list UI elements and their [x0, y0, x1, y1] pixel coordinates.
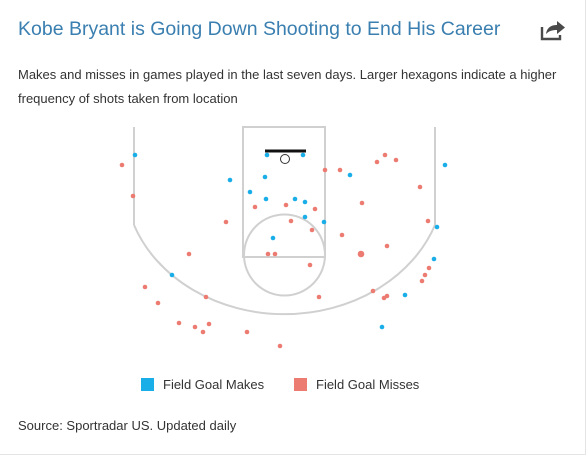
shot-make-13 — [347, 172, 353, 178]
shot-miss-25 — [422, 272, 428, 278]
shot-miss-26 — [419, 278, 425, 284]
shot-miss-23 — [307, 262, 313, 268]
shot-miss-38 — [244, 329, 250, 335]
shot-miss-3 — [382, 152, 388, 158]
shot-miss-39 — [277, 343, 283, 349]
shot-miss-35 — [192, 324, 198, 330]
shot-make-8 — [292, 196, 298, 202]
shot-miss-29 — [203, 294, 209, 300]
shot-make-6 — [247, 189, 253, 195]
shot-miss-27 — [142, 284, 148, 290]
shot-miss-6 — [322, 167, 328, 173]
shot-miss-11 — [283, 202, 289, 208]
shot-miss-5 — [393, 157, 399, 163]
shot-make-4 — [300, 152, 306, 158]
shot-miss-7 — [337, 167, 343, 173]
shot-miss-19 — [357, 250, 365, 258]
chart-subtitle: Makes and misses in games played in the … — [18, 67, 557, 106]
shot-miss-30 — [316, 294, 322, 300]
shot-miss-4 — [374, 159, 380, 165]
shot-miss-31 — [370, 288, 376, 294]
shot-miss-8 — [417, 184, 423, 190]
shot-miss-22 — [272, 251, 278, 257]
shot-miss-37 — [206, 321, 212, 327]
shot-miss-2 — [130, 193, 136, 199]
shot-make-16 — [431, 256, 437, 262]
makes-layer — [132, 152, 448, 330]
shot-make-18 — [402, 292, 408, 298]
shot-make-2 — [227, 177, 233, 183]
legend-misses-label: Field Goal Misses — [316, 377, 420, 392]
shot-miss-17 — [339, 232, 345, 238]
shot-make-14 — [442, 162, 448, 168]
misses-swatch — [294, 378, 307, 391]
shot-miss-15 — [309, 227, 315, 233]
shot-miss-20 — [186, 251, 192, 257]
shot-make-1 — [132, 152, 138, 158]
three-point-arc — [133, 224, 436, 316]
shot-make-10 — [302, 214, 308, 220]
share-arrow-icon[interactable] — [539, 19, 567, 41]
shot-miss-24 — [426, 265, 432, 271]
shot-make-15 — [434, 224, 440, 230]
shot-miss-1 — [119, 162, 125, 168]
legend-misses: Field Goal Misses — [294, 377, 419, 392]
shot-make-7 — [263, 196, 269, 202]
shot-make-19 — [379, 324, 385, 330]
shot-miss-33 — [384, 293, 390, 299]
shot-miss-21 — [265, 251, 271, 257]
shot-miss-10 — [252, 204, 258, 210]
shot-miss-12 — [312, 206, 318, 212]
shot-make-17 — [169, 272, 175, 278]
shot-make-12 — [270, 235, 276, 241]
shot-make-3 — [264, 152, 270, 158]
source-note: Source: Sportradar US. Updated daily — [18, 418, 237, 433]
legend-makes: Field Goal Makes — [141, 377, 264, 392]
shot-make-11 — [321, 219, 327, 225]
court-lines — [133, 126, 436, 316]
free-throw-circle — [243, 213, 327, 297]
shot-miss-36 — [200, 329, 206, 335]
legend-makes-label: Field Goal Makes — [163, 377, 265, 392]
misses-layer — [119, 152, 432, 349]
paint — [242, 126, 326, 258]
chart-title: Kobe Bryant is Going Down Shooting to En… — [18, 18, 501, 40]
shot-miss-13 — [223, 219, 229, 225]
shot-make-9 — [302, 199, 308, 205]
shot-miss-16 — [425, 218, 431, 224]
makes-swatch — [141, 378, 154, 391]
rim — [280, 154, 290, 164]
shot-miss-28 — [155, 300, 161, 306]
shot-miss-14 — [288, 218, 294, 224]
shot-miss-34 — [176, 320, 182, 326]
shot-miss-9 — [359, 200, 365, 206]
shot-make-5 — [262, 174, 268, 180]
shot-miss-18 — [384, 243, 390, 249]
